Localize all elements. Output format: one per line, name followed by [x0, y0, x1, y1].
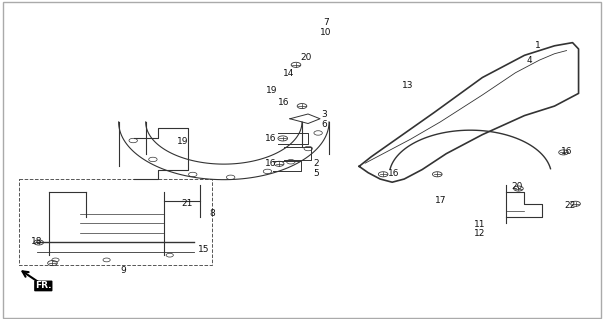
- Text: 15: 15: [198, 245, 209, 254]
- Text: 6: 6: [321, 120, 327, 129]
- Text: 18: 18: [31, 237, 42, 246]
- Text: 1: 1: [535, 41, 541, 50]
- Text: 22: 22: [564, 201, 575, 210]
- Text: 4: 4: [527, 56, 532, 65]
- Text: 3: 3: [321, 110, 327, 119]
- Text: 2: 2: [313, 159, 320, 168]
- Text: 16: 16: [278, 98, 290, 107]
- Text: 11: 11: [474, 220, 485, 228]
- Text: 12: 12: [474, 229, 485, 238]
- Text: 16: 16: [265, 159, 277, 168]
- Text: 21: 21: [181, 199, 192, 208]
- Text: 16: 16: [561, 147, 572, 156]
- Text: 10: 10: [320, 28, 332, 37]
- Text: 20: 20: [512, 181, 523, 190]
- Text: 5: 5: [313, 169, 320, 178]
- Text: 16: 16: [265, 134, 277, 143]
- Text: 19: 19: [266, 86, 278, 95]
- Text: 19: 19: [177, 137, 188, 146]
- Text: 8: 8: [209, 209, 214, 218]
- Text: 13: 13: [402, 81, 413, 90]
- Text: 9: 9: [120, 266, 126, 275]
- Text: 16: 16: [388, 169, 399, 178]
- Text: 14: 14: [283, 69, 294, 78]
- Text: FR.: FR.: [35, 281, 51, 291]
- Text: 20: 20: [301, 53, 312, 62]
- Text: 7: 7: [323, 19, 329, 28]
- Text: 17: 17: [434, 196, 446, 205]
